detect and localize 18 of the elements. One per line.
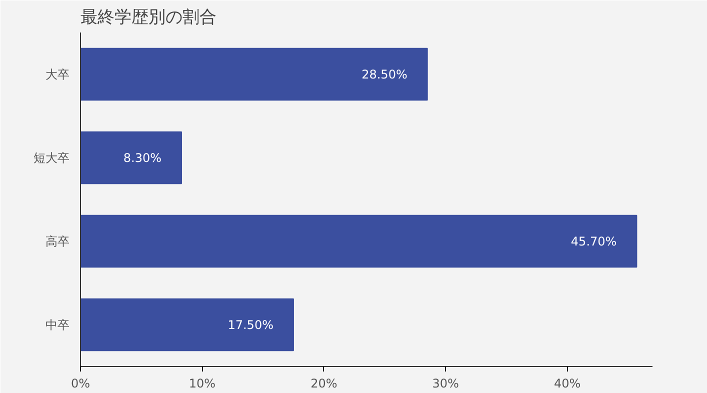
bar bbox=[80, 298, 294, 352]
y-tick-label: 中卒 bbox=[46, 318, 70, 332]
y-tick-label: 短大卒 bbox=[34, 150, 70, 165]
y-tick-label: 大卒 bbox=[46, 67, 70, 82]
x-tick-label: 40% bbox=[554, 376, 581, 390]
data-label: 17.50% bbox=[228, 318, 274, 332]
x-tick-label: 30% bbox=[432, 376, 459, 390]
data-label: 28.50% bbox=[362, 67, 408, 82]
y-tick-label: 高卒 bbox=[46, 234, 70, 248]
x-tick-label: 20% bbox=[310, 376, 338, 390]
x-tick-label: 0% bbox=[70, 376, 90, 390]
chart-title: 最終学歴別の割合 bbox=[80, 8, 216, 28]
data-label: 8.30% bbox=[123, 150, 162, 165]
bar bbox=[80, 214, 638, 268]
x-tick-label: 10% bbox=[188, 376, 216, 390]
bar bbox=[80, 131, 182, 184]
data-label: 45.70% bbox=[570, 234, 617, 248]
bar bbox=[80, 48, 428, 101]
